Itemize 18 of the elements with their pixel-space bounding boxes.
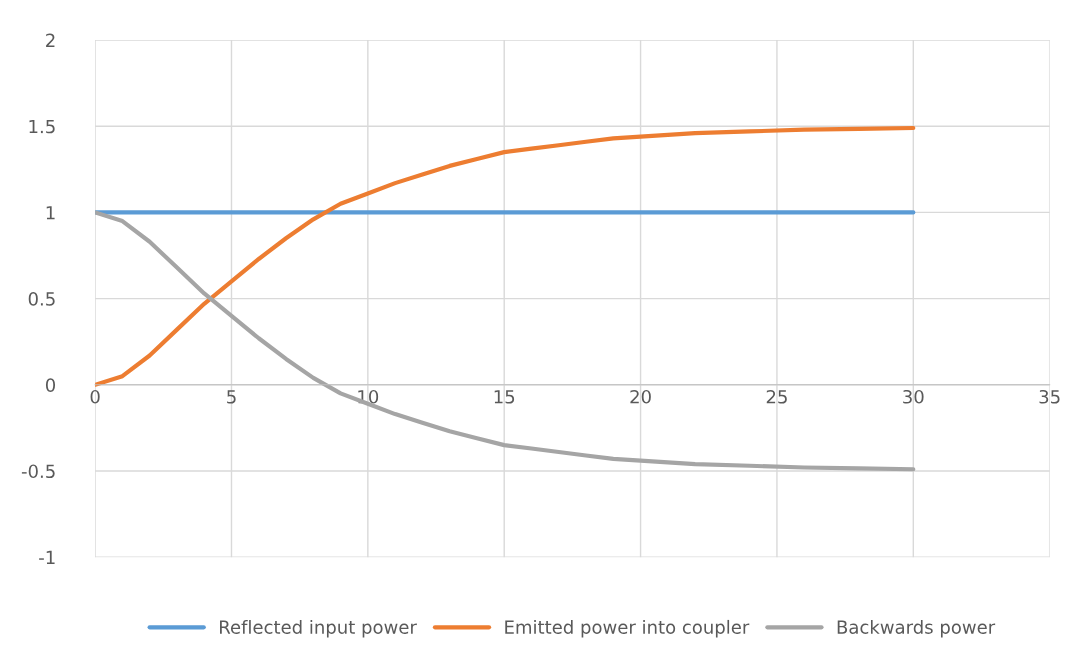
x-tick-label: 30 xyxy=(903,389,924,404)
y-tick-label: -1 xyxy=(39,550,55,564)
y-tick-label: -0.5 xyxy=(21,464,55,479)
x-tick-label: 5 xyxy=(227,390,236,404)
legend-label: Backwards power xyxy=(837,619,996,638)
x-tick-label: 35 xyxy=(1039,389,1060,404)
y-tick-label: 0.5 xyxy=(28,292,55,306)
line-series xyxy=(95,125,916,387)
legend-label: Emitted power into coupler xyxy=(505,619,750,638)
x-tick-label: 15 xyxy=(494,390,515,404)
y-tick-label: 1 xyxy=(46,206,55,220)
y-tick-label: 1.5 xyxy=(29,119,55,134)
y-tick-label: 0 xyxy=(45,378,56,392)
x-tick-label: 0 xyxy=(90,389,100,404)
x-tick-label: 20 xyxy=(630,389,651,404)
legend-label: Reflected input power xyxy=(220,619,417,638)
x-tick-label: 25 xyxy=(766,389,787,404)
y-tick-label: 2 xyxy=(46,33,55,47)
